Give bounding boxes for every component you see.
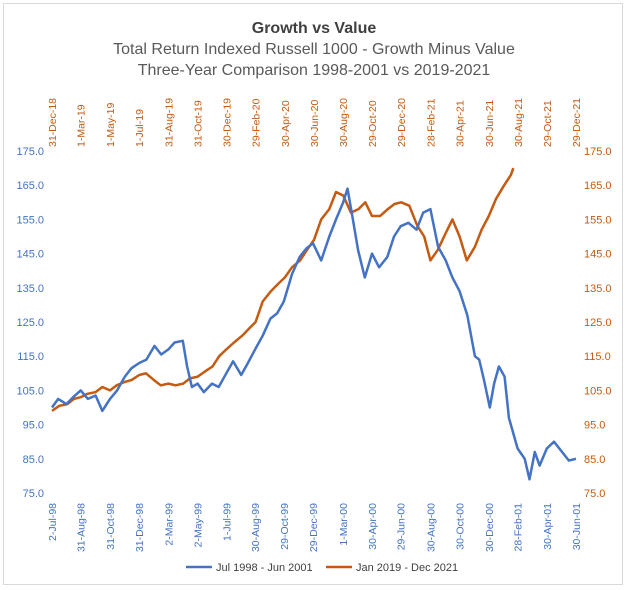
bottom-x-tick-label: 30-Aug-99 [250,503,262,552]
right-y-tick-label: 105.0 [584,385,612,397]
right-y-tick-label: 75.0 [584,488,605,500]
top-x-tick-label: 29-Oct-20 [367,100,379,147]
legend-label-series-1: Jul 1998 - Jun 2001 [216,562,313,574]
bottom-x-tick-label: 30-Jun-01 [571,503,583,550]
top-x-tick-label: 30-Apr-21 [455,100,467,147]
top-x-tick-label: 30-Jun-21 [484,100,496,147]
right-y-tick-label: 145.0 [584,249,612,261]
chart-subtitle-line-1: Total Return Indexed Russell 1000 - Grow… [113,41,515,58]
top-x-tick-label: 1-Mar-19 [76,104,88,147]
bottom-x-tick-label: 30-Apr-00 [367,503,379,550]
left-y-tick-label: 145.0 [16,249,44,261]
left-y-tick-label: 95.0 [23,420,44,432]
bottom-x-tick-label: 29-Oct-99 [279,503,291,550]
top-x-tick-label: 30-Aug-21 [513,98,525,147]
bottom-x-tick-label: 29-Jun-00 [396,503,408,550]
bottom-x-tick-label: 30-Dec-00 [484,503,496,552]
left-y-tick-label: 115.0 [17,351,44,363]
left-y-tick-label: 125.0 [16,317,44,329]
top-x-tick-label: 31-Dec-18 [47,98,59,147]
top-x-tick-label: 30-Dec-19 [221,98,233,147]
top-x-tick-label: 30-Jun-20 [309,100,321,147]
chart-subtitle-line-2: Three-Year Comparison 1998-2001 vs 2019-… [138,62,491,79]
left-y-tick-label: 85.0 [23,454,44,466]
right-y-tick-label: 125.0 [584,317,612,329]
top-x-tick-label: 29-Dec-20 [396,98,408,147]
bottom-x-tick-label: 1-Mar-00 [338,503,350,546]
series-line-jan-2019-dec-2021 [51,167,515,412]
right-y-axis: 75.0 85.0 95.0 105.0 115.0 125.0 135.0 145.0 155… [584,146,612,500]
left-y-tick-label: 75.0 [23,488,44,500]
top-x-tick-label: 30-Apr-20 [280,100,292,147]
top-x-tick-label: 31-Aug-19 [163,98,175,147]
bottom-x-axis: 2-Jul-98 31-Aug-98 31-Oct-98 31-Dec-98 2-Mar… [47,503,583,552]
legend-label-series-2: Jan 2019 - Dec 2021 [356,562,458,574]
bottom-x-tick-label: 31-Oct-98 [105,503,117,550]
right-y-tick-label: 155.0 [584,214,612,226]
top-x-tick-label: 28-Feb-21 [425,98,437,147]
top-x-tick-label: 29-Feb-20 [251,98,263,147]
bottom-x-tick-label: 2-Mar-99 [163,503,175,546]
left-y-tick-label: 135.0 [16,283,44,295]
left-y-axis: 75.0 85.0 95.0 105.0 115.0 125.0 135.0 145.0 155… [16,146,44,500]
left-y-tick-label: 155.0 [16,214,44,226]
chart-frame [3,3,623,585]
chart-title: Growth vs Value [252,20,377,37]
right-y-tick-label: 115.0 [584,351,611,363]
legend: Jul 1998 - Jun 2001 Jan 2019 - Dec 2021 [186,562,458,574]
right-y-tick-label: 135.0 [584,283,612,295]
top-x-tick-label: 1-May-19 [105,102,117,147]
bottom-x-tick-label: 29-Dec-99 [308,503,320,552]
top-x-tick-label: 29-Dec-21 [571,98,583,147]
series-line-jul-1998-jun-2001 [50,187,577,481]
bottom-x-tick-label: 30-Aug-00 [425,503,437,552]
bottom-x-tick-label: 2-May-99 [193,503,205,548]
right-y-tick-label: 165.0 [584,180,612,192]
left-y-tick-label: 175.0 [16,146,44,158]
bottom-x-tick-label: 28-Feb-01 [513,503,525,552]
left-y-tick-label: 105.0 [16,385,44,397]
bottom-x-tick-label: 30-Apr-01 [542,503,554,550]
bottom-x-tick-label: 1-Jul-99 [221,503,233,541]
right-y-tick-label: 85.0 [584,454,605,466]
bottom-x-tick-label: 30-Oct-00 [455,503,467,550]
bottom-x-tick-label: 31-Aug-98 [76,503,88,552]
plot-area [50,167,577,481]
bottom-x-tick-label: 31-Dec-98 [134,503,146,552]
top-x-tick-label: 29-Oct-21 [542,100,554,147]
left-y-tick-label: 165.0 [16,180,44,192]
bottom-x-tick-label: 2-Jul-98 [47,503,59,541]
top-x-axis: 31-Dec-18 1-Mar-19 1-May-19 1-Jul-19 31-Aug-… [47,98,583,147]
right-y-tick-label: 95.0 [584,420,605,432]
right-y-tick-label: 175.0 [584,146,612,158]
top-x-tick-label: 1-Jul-19 [134,109,146,147]
top-x-tick-label: 31-Oct-19 [193,100,205,147]
top-x-tick-label: 30-Aug-20 [338,98,350,147]
